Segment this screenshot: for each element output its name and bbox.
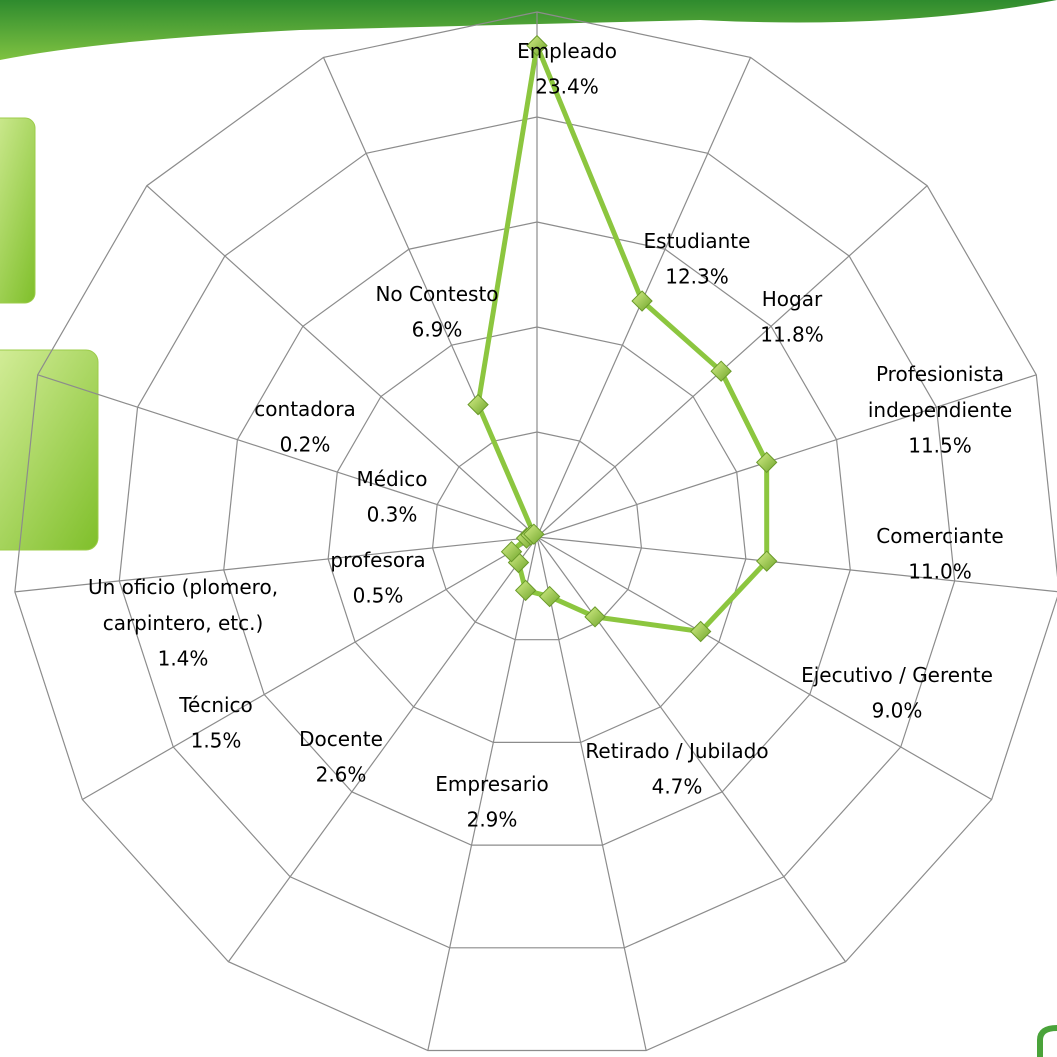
spoke bbox=[536, 536, 992, 801]
category-label: profesora bbox=[330, 548, 425, 572]
spoke bbox=[146, 185, 538, 538]
data-marker bbox=[584, 606, 606, 628]
header-band bbox=[0, 0, 1057, 60]
series-line bbox=[475, 43, 770, 634]
value-label: 9.0% bbox=[872, 699, 923, 723]
spoke bbox=[536, 536, 1057, 593]
grid-ring bbox=[223, 221, 851, 846]
category-label: Empresario bbox=[435, 772, 549, 796]
grid-ring bbox=[14, 11, 1057, 1052]
spoke bbox=[37, 374, 538, 538]
data-marker bbox=[755, 451, 778, 474]
decor-box bbox=[0, 117, 36, 304]
value-label: 4.7% bbox=[652, 775, 703, 799]
data-marker bbox=[523, 523, 545, 545]
data-marker bbox=[689, 620, 712, 643]
category-label: Comerciante bbox=[876, 524, 1003, 548]
category-label-line: Profesionista bbox=[876, 362, 1004, 386]
data-marker bbox=[631, 290, 653, 312]
category-label: Docente bbox=[299, 727, 383, 751]
spoke bbox=[536, 185, 928, 538]
category-label: Hogar bbox=[762, 287, 823, 311]
category-label: Médico bbox=[356, 467, 427, 491]
category-label: Un oficio (plomero, carpintero, etc.) bbox=[88, 575, 278, 635]
category-label-line: Ejecutivo / Gerente bbox=[801, 663, 993, 687]
data-marker bbox=[756, 550, 778, 572]
category-label-line: Un oficio (plomero, bbox=[88, 575, 278, 599]
data-marker bbox=[526, 34, 548, 57]
value-label: 6.9% bbox=[412, 318, 463, 342]
category-label-line: Empresario bbox=[435, 772, 549, 796]
value-label: 23.4% bbox=[535, 75, 599, 99]
category-label-line: carpintero, etc.) bbox=[103, 611, 264, 635]
value-label: 11.8% bbox=[760, 323, 824, 347]
category-label-line: Hogar bbox=[762, 287, 823, 311]
category-label: Empleado bbox=[517, 39, 617, 63]
category-label-line: Técnico bbox=[178, 693, 253, 717]
spoke bbox=[536, 536, 847, 963]
spoke bbox=[82, 536, 538, 801]
value-label: 12.3% bbox=[665, 265, 729, 289]
category-label: No Contesto bbox=[375, 282, 498, 306]
data-marker bbox=[467, 393, 489, 416]
category-label: Profesionista independiente bbox=[868, 362, 1012, 422]
value-label: 0.3% bbox=[367, 503, 418, 527]
grid-ring bbox=[118, 116, 956, 949]
data-marker bbox=[500, 540, 523, 563]
category-label: Ejecutivo / Gerente bbox=[801, 663, 993, 687]
value-label: 2.9% bbox=[467, 808, 518, 832]
data-marker bbox=[514, 579, 537, 602]
category-label: Retirado / Jubilado bbox=[585, 739, 768, 763]
grid-ring bbox=[327, 326, 747, 744]
category-label-line: Docente bbox=[299, 727, 383, 751]
value-label: 1.5% bbox=[191, 729, 242, 753]
spoke bbox=[536, 374, 1037, 538]
value-label: 0.2% bbox=[280, 433, 331, 457]
category-label: Técnico bbox=[178, 693, 253, 717]
data-marker bbox=[710, 360, 732, 382]
grid-ring bbox=[431, 431, 643, 641]
value-label: 0.5% bbox=[353, 584, 404, 608]
category-label-line: Empleado bbox=[517, 39, 617, 63]
category-label: Estudiante bbox=[644, 229, 751, 253]
value-label: 11.5% bbox=[908, 434, 972, 458]
spoke bbox=[536, 536, 647, 1051]
category-label-line: profesora bbox=[330, 548, 425, 572]
category-label-line: No Contesto bbox=[375, 282, 498, 306]
spoke bbox=[227, 536, 538, 963]
value-label: 2.6% bbox=[316, 763, 367, 787]
spoke bbox=[14, 536, 538, 593]
category-label-line: Médico bbox=[356, 467, 427, 491]
decor-box bbox=[0, 349, 99, 551]
category-label-line: independiente bbox=[868, 398, 1012, 422]
decor-corner bbox=[1037, 1025, 1057, 1057]
category-label: contadora bbox=[254, 397, 355, 421]
data-marker bbox=[538, 585, 561, 608]
value-label: 1.4% bbox=[158, 647, 209, 671]
category-label-line: Comerciante bbox=[876, 524, 1003, 548]
value-label: 11.0% bbox=[908, 560, 972, 584]
spoke bbox=[427, 536, 538, 1051]
category-label-line: Retirado / Jubilado bbox=[585, 739, 768, 763]
category-label-line: contadora bbox=[254, 397, 355, 421]
category-label-line: Estudiante bbox=[644, 229, 751, 253]
